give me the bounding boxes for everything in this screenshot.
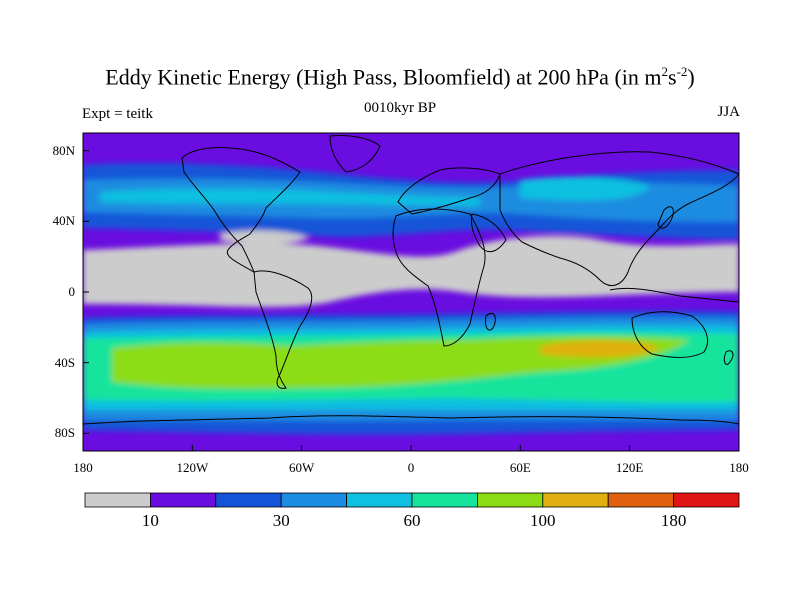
coast-new-zealand xyxy=(723,350,734,365)
colorbar-swatch xyxy=(411,492,478,508)
title-text: Eddy Kinetic Energy (High Pass, Bloomfie… xyxy=(105,64,662,90)
lon-tick-label: 60E xyxy=(509,460,531,475)
colorbar-swatch xyxy=(476,492,544,508)
time-label: 0010kyr BP xyxy=(363,100,437,116)
colorbar-swatch xyxy=(346,492,413,508)
lon-tick-label: 120W xyxy=(176,460,209,475)
colorbar-swatch xyxy=(280,492,348,508)
lon-tick-label: 180 xyxy=(73,460,93,475)
title-sup-1: 2 xyxy=(661,64,669,79)
coast-asia xyxy=(499,151,740,287)
field-spot-indian-ocean-orange xyxy=(540,340,660,358)
lon-tick-label: 0 xyxy=(407,460,415,475)
colorbar-swatch xyxy=(84,492,151,508)
colorbar-label: 10 xyxy=(141,511,159,530)
lat-tick-label: 80N xyxy=(52,142,75,158)
lon-tick-label: 60W xyxy=(289,460,315,475)
experiment-label: Expt = teitk xyxy=(82,106,153,122)
coast-north-america xyxy=(181,147,301,274)
figure-title: Eddy Kinetic Energy (High Pass, Bloomfie… xyxy=(0,64,800,90)
coastlines xyxy=(82,135,740,425)
coast-japan xyxy=(657,206,674,229)
colorbar-swatch xyxy=(607,492,675,508)
lat-tick-label: 40N xyxy=(52,213,75,229)
colorbar-label: 60 xyxy=(403,511,421,530)
season-label: JJA xyxy=(717,104,740,120)
field-spot-asia-cyan xyxy=(520,176,650,201)
colorbar-label: 30 xyxy=(272,511,290,530)
field-band-tropics-grey xyxy=(83,235,739,308)
title-sup-2: -2 xyxy=(676,64,688,79)
colorbar-swatch xyxy=(215,492,282,508)
coast-africa xyxy=(392,208,486,347)
colorbar-label: 180 xyxy=(660,511,687,530)
coast-antarctica xyxy=(82,415,740,425)
coast-arabia xyxy=(471,213,507,253)
field-spot-caribbean-grey xyxy=(220,230,310,245)
title-end: ) xyxy=(687,64,695,90)
lon-tick-label: 180 xyxy=(729,460,749,475)
colorbar-swatch xyxy=(149,492,217,508)
coast-south-america xyxy=(253,270,313,389)
field-band-north-cyan xyxy=(100,188,480,206)
coast-madagascar xyxy=(485,312,496,331)
energy-field xyxy=(83,133,739,451)
lon-tick-label: 120E xyxy=(615,460,644,475)
lat-tick-label: 40S xyxy=(54,354,75,370)
colorbar-swatch xyxy=(542,492,609,508)
coast-indonesia xyxy=(609,287,740,303)
coast-greenland xyxy=(329,135,381,173)
colorbar-swatch xyxy=(673,492,740,508)
colorbar-label: 100 xyxy=(530,511,556,530)
lat-tick-label: 80S xyxy=(54,425,75,441)
axis-ticks xyxy=(82,150,740,451)
colorbar xyxy=(84,492,740,508)
title-s: s xyxy=(668,64,677,90)
lat-tick-label: 0 xyxy=(68,284,76,299)
coast-australia xyxy=(631,311,708,358)
